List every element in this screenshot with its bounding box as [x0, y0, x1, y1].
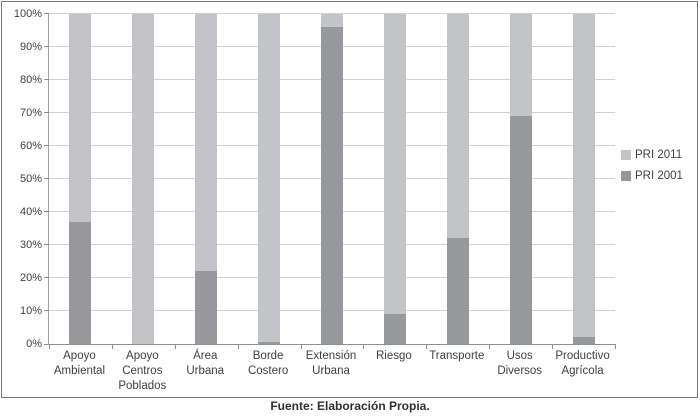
x-category-label: Apoyo Centros Poblados [118, 350, 167, 392]
x-axis-line [44, 344, 615, 345]
bar-slot [175, 14, 238, 344]
bar-segment-pri-2001 [572, 337, 595, 344]
y-axis-tick [44, 211, 49, 212]
y-axis-tick [44, 244, 49, 245]
legend-item: PRI 2011 [621, 149, 683, 161]
plot-area [44, 13, 616, 349]
bar-segment-pri-2001 [321, 27, 343, 344]
x-category-label: Área Urbana [186, 350, 225, 377]
y-tick-label: 20% [19, 272, 42, 284]
x-category-label: Apoyo Ambiental [53, 350, 106, 377]
legend-label: PRI 2001 [635, 170, 683, 182]
y-tick-label: 30% [19, 239, 42, 251]
x-axis-tick [489, 344, 491, 349]
legend-swatch [621, 150, 631, 160]
stacked-bar [321, 14, 343, 344]
y-tick-label: 100% [13, 8, 42, 20]
y-axis-tick [44, 178, 49, 179]
bar-segment-pri-2011 [446, 14, 469, 239]
x-axis-tick [300, 344, 302, 349]
bar-slot [552, 14, 615, 344]
x-category-label: Usos Diversos [497, 350, 543, 377]
stacked-bar [195, 14, 218, 344]
gridline [49, 13, 615, 14]
y-tick-label: 60% [19, 140, 42, 152]
bar-segment-pri-2001 [195, 271, 218, 344]
x-axis-tick [363, 344, 365, 349]
y-axis-tick [44, 112, 49, 113]
legend-label: PRI 2011 [635, 149, 683, 161]
stacked-bar [446, 14, 469, 344]
x-axis-tick [426, 344, 428, 349]
x-category-label: Riesgo [375, 350, 412, 362]
x-axis-labels: Apoyo Ambiental Apoyo Centros Poblados Áre… [48, 349, 614, 394]
legend-item: PRI 2001 [621, 170, 683, 182]
bar-slot [363, 14, 426, 344]
bar-segment-pri-2011 [195, 14, 218, 272]
y-axis-tick [44, 46, 49, 47]
bars-container [49, 14, 615, 344]
stacked-bar [383, 14, 406, 344]
y-tick-label: 70% [19, 107, 42, 119]
x-category-label: Borde Costero [247, 350, 289, 377]
x-category-label: Productivo Agrícola [555, 350, 610, 377]
bar-segment-pri-2001 [509, 116, 532, 344]
bar-slot [238, 14, 301, 344]
y-axis-tick [44, 79, 49, 80]
bar-slot [112, 14, 175, 344]
x-axis-tick [552, 344, 554, 349]
bar-segment-pri-2011 [258, 14, 281, 343]
x-axis-tick [237, 344, 239, 349]
y-axis-tick [44, 344, 49, 345]
legend-swatch [621, 171, 631, 181]
source-caption: Fuente: Elaboración Propia. [270, 399, 430, 413]
bar-segment-pri-2011 [383, 14, 406, 315]
bar-slot [426, 14, 489, 344]
bar-segment-pri-2001 [383, 314, 406, 344]
bar-segment-pri-2001 [258, 342, 281, 344]
chart-legend: PRI 2011 PRI 2001 [621, 149, 683, 182]
stacked-bar [258, 14, 281, 344]
y-tick-label: 80% [19, 74, 42, 86]
y-axis-labels: 0% 10% 20% 30% 40% 50% 60% 70% 80% 90% 100% [2, 8, 42, 350]
y-tick-label: 10% [19, 305, 42, 317]
stacked-bar [132, 14, 155, 344]
x-category-label: Transporte [429, 350, 485, 362]
bar-segment-pri-2001 [446, 238, 469, 344]
bar-segment-pri-2011 [509, 14, 532, 117]
bar-slot [301, 14, 364, 344]
bar-segment-pri-2011 [321, 14, 343, 28]
y-tick-label: 0% [26, 338, 42, 350]
y-tick-label: 90% [19, 41, 42, 53]
bar-segment-pri-2011 [572, 14, 595, 338]
x-category-label: Extensión Urbana [305, 350, 357, 377]
x-axis-tick [174, 344, 176, 349]
stacked-bar [572, 14, 595, 344]
y-axis-tick [44, 13, 49, 14]
y-tick-label: 40% [19, 206, 42, 218]
y-axis-tick [44, 145, 49, 146]
bar-slot [489, 14, 552, 344]
x-axis-tick [49, 344, 50, 349]
y-tick-label: 50% [19, 173, 42, 185]
x-axis-tick [111, 344, 113, 349]
bar-segment-pri-2011 [69, 14, 92, 222]
stacked-bar [509, 14, 532, 344]
x-axis-tick [615, 344, 616, 349]
bar-segment-pri-2011 [132, 14, 155, 344]
stacked-bar [69, 14, 92, 344]
y-axis-tick [44, 277, 49, 278]
bar-slot [49, 14, 112, 344]
chart-frame: 0% 10% 20% 30% 40% 50% 60% 70% 80% 90% 100% Apoyo … [1, 1, 698, 398]
bar-segment-pri-2001 [69, 221, 92, 344]
y-axis-tick [44, 310, 49, 311]
